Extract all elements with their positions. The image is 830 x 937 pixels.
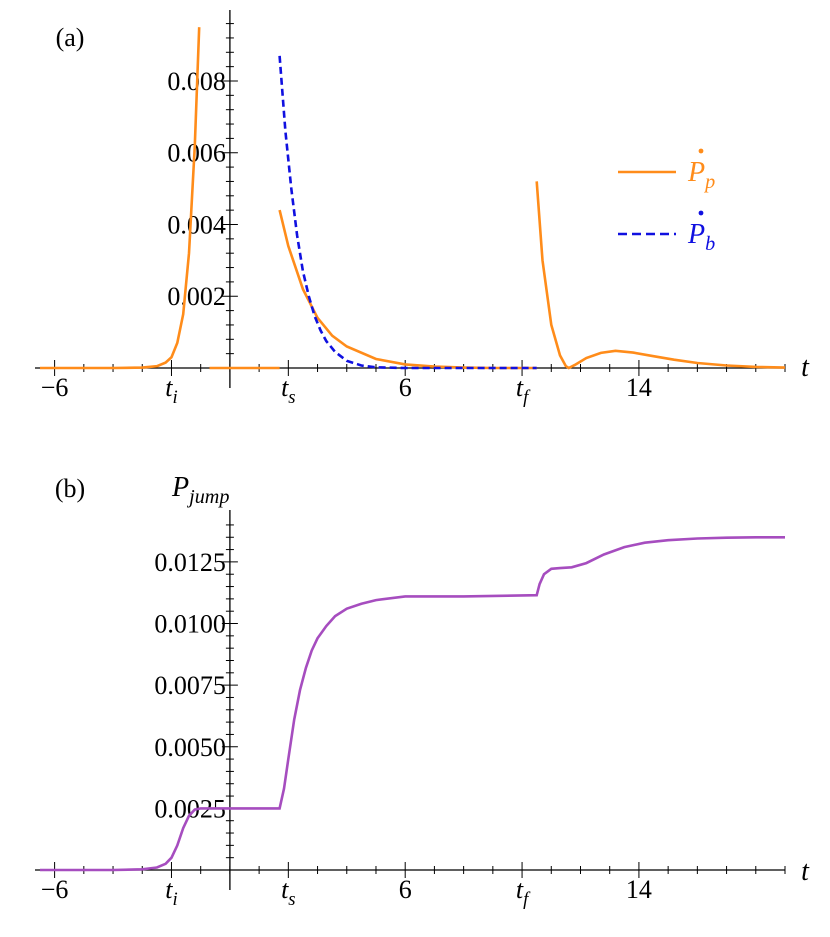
x-tick-label: ti [165, 875, 177, 910]
y-tick-label: 0.0100 [154, 610, 226, 639]
panel-b: −6 ti ts 6 tf 140.00250.00500.00750.01000.012… [35, 472, 810, 910]
panel-label: (b) [55, 474, 85, 503]
series-0-segment-0 [40, 536, 785, 872]
x-tick-label: 14 [626, 875, 652, 904]
x-tick-label: ti [165, 373, 177, 408]
series-0-segment-2 [278, 209, 537, 370]
x-tick-label: −6 [41, 373, 69, 402]
legend-label: Pb [687, 219, 715, 255]
x-tick-label: tf [516, 875, 531, 910]
legend-label: Pp [687, 157, 715, 193]
x-axis-label: t [801, 352, 810, 383]
x-tick-label: 14 [626, 373, 652, 402]
y-tick-label: 0.0125 [154, 548, 226, 577]
y-tick-label: 0.002 [167, 282, 226, 311]
x-tick-label: 6 [399, 875, 412, 904]
series-0-segment-3 [535, 181, 786, 370]
legend-dot-accent [698, 210, 704, 216]
x-tick-label: −6 [41, 875, 69, 904]
y-axis-label: Pjump [171, 472, 229, 508]
panel-label: (a) [56, 23, 85, 52]
legend-dot-accent [698, 148, 704, 154]
y-tick-label: 0.006 [167, 139, 226, 168]
y-tick-label: 0.0075 [154, 671, 226, 700]
legend: Pp Pb [618, 148, 715, 255]
x-tick-label: tf [516, 373, 531, 408]
x-tick-label: 6 [399, 373, 412, 402]
series-0-segment-0 [40, 27, 201, 370]
series-1-segment-0 [278, 55, 537, 370]
x-tick-label: ts [281, 373, 296, 408]
y-tick-label: 0.004 [167, 210, 226, 239]
y-tick-label: 0.0050 [154, 733, 226, 762]
x-axis-label: t [801, 856, 810, 887]
x-tick-label: ts [281, 875, 296, 910]
